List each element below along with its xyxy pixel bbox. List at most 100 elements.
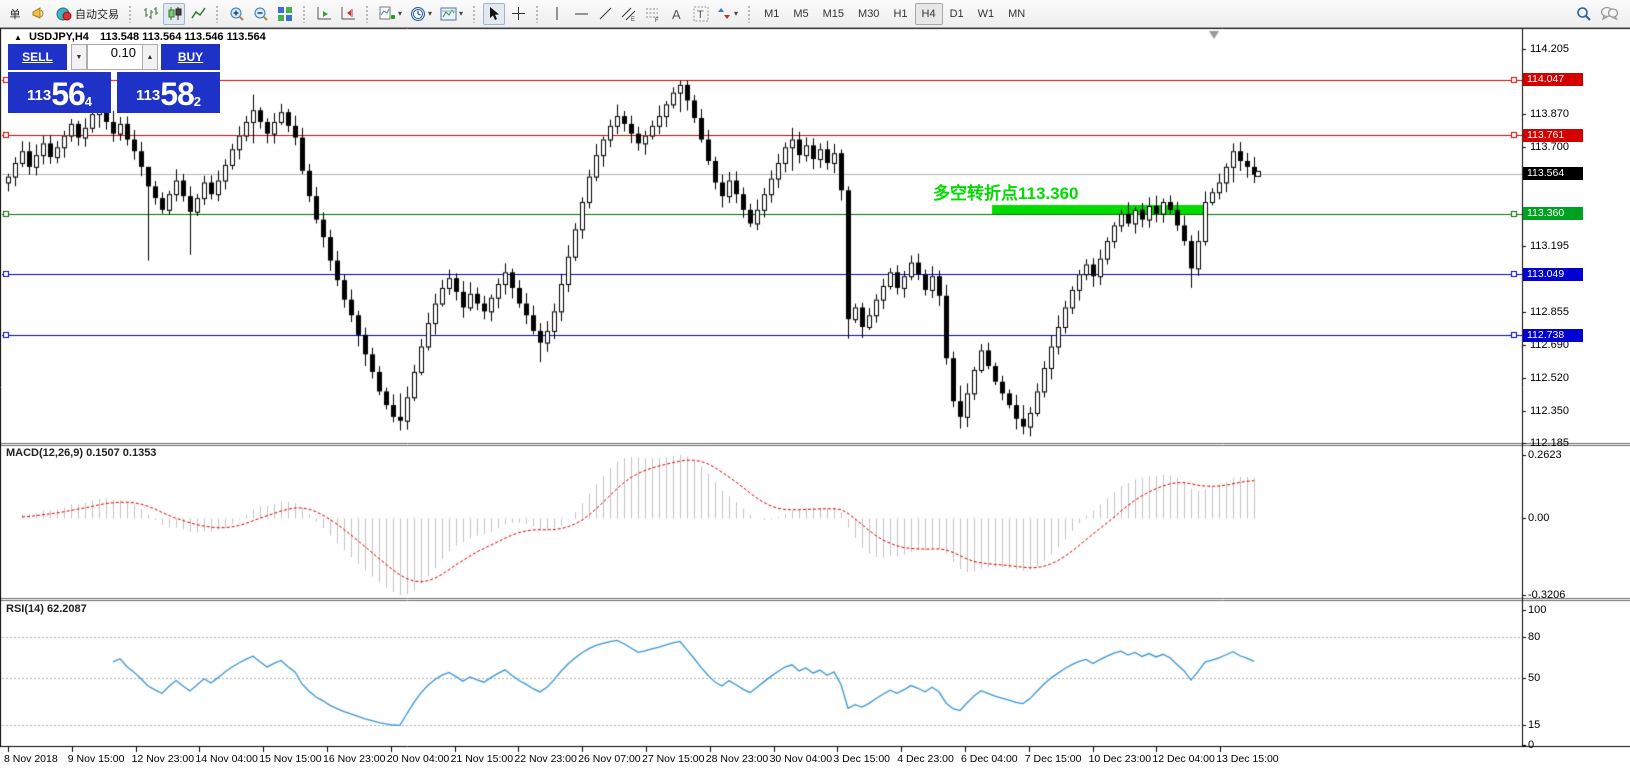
price-tag[interactable]: 114.047 xyxy=(1523,73,1583,87)
text-button[interactable]: A xyxy=(666,3,688,25)
svg-text:T: T xyxy=(697,9,704,21)
time-axis-label: 12 Dec 04:00 xyxy=(1152,753,1215,765)
toolbar-grip[interactable] xyxy=(472,4,478,23)
timeframe-H4[interactable]: H4 xyxy=(914,2,943,25)
templates-button[interactable]: ▾ xyxy=(437,3,466,25)
channel-button[interactable]: E xyxy=(618,3,640,25)
timeframe-M15[interactable]: M15 xyxy=(822,7,845,20)
time-axis-label: 6 Dec 04:00 xyxy=(961,753,1018,765)
candlestick-button[interactable] xyxy=(163,2,185,25)
chart-title-symbol: USDJPY,H4 xyxy=(28,31,89,43)
arrows-button[interactable]: ▾ xyxy=(714,3,741,25)
tile-windows-icon xyxy=(277,6,293,22)
toolbar-grip[interactable] xyxy=(747,4,753,23)
timeframe-D1[interactable]: D1 xyxy=(949,7,964,20)
price-tag[interactable]: 113.360 xyxy=(1523,207,1583,221)
channel-icon: E xyxy=(621,6,637,22)
timeframe-M30[interactable]: M30 xyxy=(858,7,880,20)
cursor-button[interactable] xyxy=(483,2,506,25)
auto-trading-icon xyxy=(56,6,72,21)
price-tick-label: 113.870 xyxy=(1530,108,1569,121)
zoom-group xyxy=(222,0,300,27)
chart-shift-button[interactable] xyxy=(337,3,359,25)
auto-trading-button[interactable]: 自动交易 xyxy=(53,3,122,25)
text-icon: A xyxy=(670,7,684,21)
tile-windows-button[interactable] xyxy=(274,3,296,25)
timeframe-H1[interactable]: H1 xyxy=(893,7,908,20)
periods-icon xyxy=(410,6,426,22)
volume-decrease-button[interactable]: ▼ xyxy=(71,44,87,70)
toolbar-grip[interactable] xyxy=(215,4,220,23)
svg-text:E: E xyxy=(631,17,635,22)
pivot-annotation[interactable]: 多空转折点113.360 xyxy=(933,184,1079,203)
chevron-down-icon[interactable]: ▾ xyxy=(459,9,464,18)
price-tick-label: 112.350 xyxy=(1530,404,1569,417)
vertical-line-icon xyxy=(551,6,563,21)
cursor-icon xyxy=(488,6,501,21)
sell-button[interactable]: SELL xyxy=(8,44,67,70)
volume-input[interactable]: 0.10 xyxy=(87,44,143,70)
buy-price-button[interactable]: 113 58 2 xyxy=(117,72,220,113)
volume-increase-button[interactable]: ▲ xyxy=(142,44,158,70)
crosshair-button[interactable] xyxy=(507,3,529,25)
chevron-down-icon[interactable]: ▾ xyxy=(734,9,739,18)
vertical-line-button[interactable] xyxy=(546,3,568,25)
collapse-triangle-icon[interactable]: ▲ xyxy=(14,33,22,42)
chevron-down-icon[interactable]: ▾ xyxy=(398,9,403,18)
time-axis-label: 28 Nov 23:00 xyxy=(705,753,769,765)
sell-price-button[interactable]: 113 56 4 xyxy=(8,72,111,113)
trendline-button[interactable] xyxy=(594,3,616,25)
time-axis-label: 20 Nov 04:00 xyxy=(386,753,450,765)
toolbar-grip[interactable] xyxy=(128,4,133,23)
timeframe-MN[interactable]: MN xyxy=(1008,7,1026,20)
horn-icon xyxy=(31,6,48,21)
new-order-button[interactable]: 单 xyxy=(4,3,26,25)
buy-price-big: 58 xyxy=(160,76,195,112)
toolbar-grip[interactable] xyxy=(365,4,370,23)
time-axis-label: 27 Nov 15:00 xyxy=(642,753,705,765)
indicators-icon xyxy=(379,6,396,22)
search-button[interactable] xyxy=(1573,3,1595,25)
price-tag[interactable]: 112.738 xyxy=(1523,328,1583,342)
timeframe-M1[interactable]: M1 xyxy=(764,7,780,20)
search-icon xyxy=(1576,6,1592,22)
zoom-in-button[interactable] xyxy=(226,3,248,25)
indicators-button[interactable]: ▾ xyxy=(376,3,405,25)
fibonacci-button[interactable]: F xyxy=(642,3,664,25)
rsi-axis-label: 80 xyxy=(1528,631,1541,643)
arrows-icon xyxy=(717,6,732,21)
periods-button[interactable]: ▾ xyxy=(407,3,435,25)
time-axis-label: 15 Nov 15:00 xyxy=(259,753,322,765)
sell-price-pip: 4 xyxy=(84,94,93,109)
timeframe-W1[interactable]: W1 xyxy=(977,7,995,20)
fibonacci-icon: F xyxy=(645,6,661,22)
timeframe-group: M1 M5 M15 M30 H1 H4 D1 W1 MN xyxy=(754,0,1035,27)
horizontal-line-button[interactable] xyxy=(570,3,592,25)
timeframe-M5[interactable]: M5 xyxy=(793,7,809,20)
time-axis-label: 12 Nov 23:00 xyxy=(131,753,195,765)
horn-button[interactable] xyxy=(28,3,51,25)
price-tag[interactable]: 113.049 xyxy=(1523,267,1583,281)
sell-price-big: 56 xyxy=(51,76,86,112)
buy-button[interactable]: BUY xyxy=(161,44,220,70)
time-axis-label: 9 Nov 15:00 xyxy=(67,753,125,765)
price-tag[interactable]: 113.564 xyxy=(1523,167,1583,181)
toolbar-grip[interactable] xyxy=(535,4,541,23)
rsi-axis-label: 50 xyxy=(1528,671,1541,684)
price-tick-label: 113.700 xyxy=(1530,141,1569,154)
toolbar-grip[interactable] xyxy=(302,4,307,23)
price-tag[interactable]: 113.761 xyxy=(1523,128,1583,142)
time-axis-label: 3 Dec 15:00 xyxy=(833,753,891,765)
bar-chart-button[interactable] xyxy=(139,3,161,25)
trendline-icon xyxy=(598,6,613,21)
time-axis-label: 22 Nov 23:00 xyxy=(514,753,577,765)
text-label-button[interactable]: T xyxy=(690,3,712,25)
line-chart-button[interactable] xyxy=(187,3,209,25)
chevron-down-icon[interactable]: ▾ xyxy=(428,9,433,18)
time-axis-label: 4 Dec 23:00 xyxy=(897,753,954,765)
zoom-out-button[interactable] xyxy=(250,3,272,25)
chart-autoscroll-button[interactable] xyxy=(313,3,335,25)
chat-button[interactable] xyxy=(1597,3,1621,25)
objects-group: ▾ ▾ ▾ xyxy=(372,0,470,27)
